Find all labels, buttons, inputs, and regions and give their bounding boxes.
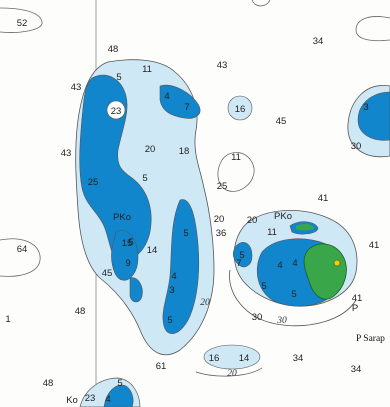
sounding-label: 61 bbox=[156, 361, 167, 372]
sounding-label: 15 bbox=[122, 238, 133, 249]
sounding-label: 5 bbox=[142, 173, 147, 184]
sounding-label: 4 bbox=[105, 394, 110, 405]
sounding-label: 7 bbox=[236, 258, 241, 269]
sounding-label: 1 bbox=[5, 314, 10, 325]
sounding-label: 14 bbox=[239, 353, 250, 364]
sounding-label: 34 bbox=[293, 353, 304, 364]
sounding-label: 4 bbox=[292, 258, 297, 269]
contour-bottom-20 bbox=[195, 367, 263, 377]
reef-top-land bbox=[296, 223, 314, 231]
contour-left-64 bbox=[0, 238, 41, 277]
contour-top-right bbox=[355, 16, 390, 42]
sounding-label: 25 bbox=[88, 177, 99, 188]
sounding-label: 4 bbox=[171, 271, 176, 282]
sounding-label: 48 bbox=[43, 378, 54, 389]
pocket-11-25 bbox=[217, 152, 255, 192]
contour-top-center bbox=[251, 0, 271, 7]
sounding-label: 16 bbox=[209, 353, 220, 364]
sounding-label: 5 bbox=[183, 228, 188, 239]
sounding-label: 14 bbox=[147, 245, 158, 256]
sounding-label: 11 bbox=[231, 152, 241, 163]
pocket-16 bbox=[227, 95, 253, 121]
sounding-label: 5 bbox=[128, 237, 133, 248]
sounding-label: 64 bbox=[17, 244, 28, 255]
contour-label: 30 bbox=[276, 316, 287, 326]
sounding-label: 5 bbox=[167, 315, 172, 326]
sounding-label: 5 bbox=[291, 289, 296, 300]
sounding-label: 20 bbox=[145, 144, 156, 155]
sounding-label: 16 bbox=[235, 104, 246, 115]
sounding-label: 45 bbox=[276, 116, 287, 127]
sounding-label: 52 bbox=[17, 18, 28, 29]
sounding-label: 48 bbox=[108, 44, 119, 55]
pocket-16-14 bbox=[203, 344, 261, 370]
sounding-label: PKo bbox=[113, 212, 131, 223]
sounding-label: 43 bbox=[71, 82, 82, 93]
shoal-left-deep-3 bbox=[159, 84, 201, 119]
sounding-label: 34 bbox=[351, 364, 362, 375]
sounding-label: 4 bbox=[277, 260, 282, 271]
sounding-label: 41 bbox=[352, 293, 363, 304]
shoal-bottom-left-deep bbox=[103, 384, 134, 407]
sounding-label: 43 bbox=[61, 148, 72, 159]
island-light bbox=[333, 259, 341, 267]
contour-top-left bbox=[0, 7, 43, 33]
sounding-label: 30 bbox=[252, 312, 263, 323]
sounding-label: 20 bbox=[214, 214, 225, 225]
sounding-label: 3 bbox=[363, 102, 368, 113]
sounding-label: 34 bbox=[313, 36, 324, 47]
shoal-top-right-deep bbox=[357, 91, 390, 141]
sounding-label: 25 bbox=[217, 181, 228, 192]
sounding-label: 23 bbox=[85, 393, 96, 404]
sounding-label: 48 bbox=[75, 306, 86, 317]
shoal-left-deep-2 bbox=[111, 230, 139, 281]
sounding-label: 30 bbox=[351, 141, 362, 152]
sounding-label: 5 bbox=[117, 378, 122, 389]
sounding-label: 11 bbox=[267, 227, 277, 238]
sounding-label: Ko bbox=[66, 395, 78, 406]
sounding-label: PKo bbox=[274, 211, 292, 222]
sounding-label: 20 bbox=[247, 215, 258, 226]
sounding-label: P bbox=[352, 303, 358, 314]
shoal-left-deep-4 bbox=[162, 199, 200, 335]
sounding-label: 4 bbox=[164, 91, 169, 102]
sounding-label: 45 bbox=[102, 268, 113, 279]
sounding-label: 5 bbox=[261, 281, 266, 292]
sounding-label: 3 bbox=[169, 285, 174, 296]
contour-label: 20 bbox=[200, 298, 210, 308]
sounding-label: 18 bbox=[179, 146, 190, 157]
sounding-label: 36 bbox=[216, 228, 227, 239]
shoal-left-deep-5 bbox=[129, 277, 143, 303]
contour-label: 20 bbox=[227, 369, 237, 379]
sounding-label: 5 bbox=[116, 72, 121, 83]
sounding-label: 11 bbox=[142, 64, 152, 75]
sounding-label: 41 bbox=[369, 240, 380, 251]
sounding-label: 7 bbox=[184, 102, 189, 113]
island-land bbox=[303, 243, 347, 300]
place-label: P Sarap bbox=[356, 334, 385, 344]
contour-labels-layer: 20 30 20 bbox=[200, 298, 287, 379]
sounding-label: 43 bbox=[217, 60, 228, 71]
depth-ring-23 bbox=[106, 100, 126, 120]
sounding-label: 41 bbox=[318, 193, 329, 204]
shoal-right-deep-small bbox=[232, 242, 253, 268]
sounding-label: 23 bbox=[111, 106, 122, 117]
shoal-right-outer-contour bbox=[229, 269, 357, 327]
sounding-label: 9 bbox=[125, 258, 130, 269]
sounding-label: 5 bbox=[239, 250, 244, 261]
